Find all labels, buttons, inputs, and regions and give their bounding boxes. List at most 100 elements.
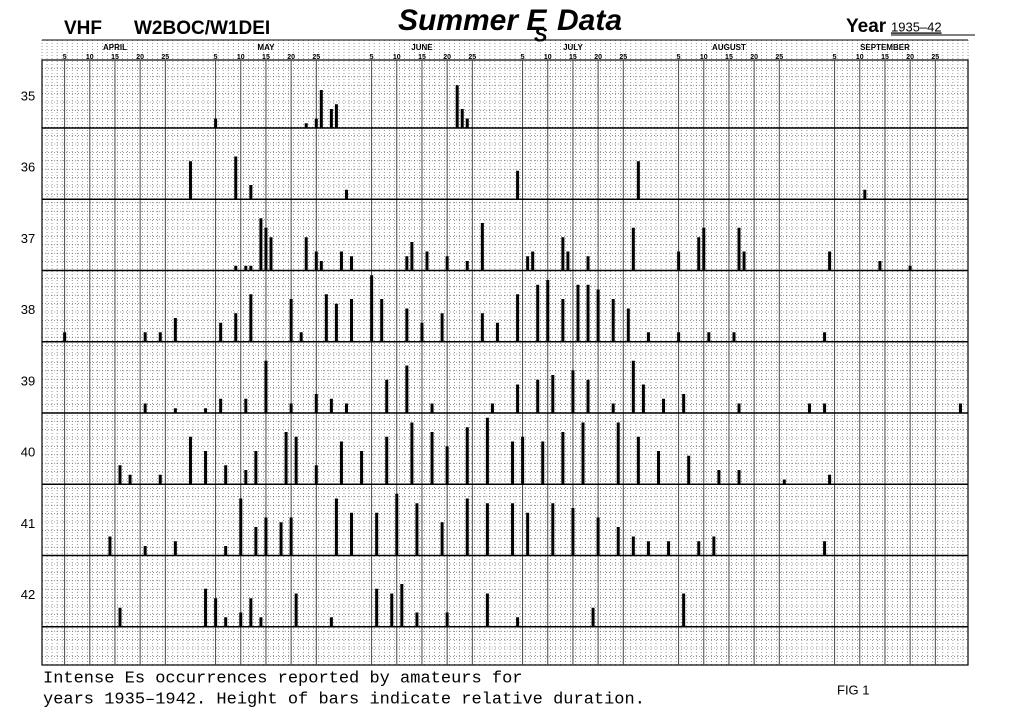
bar xyxy=(586,284,590,342)
bar xyxy=(385,436,389,485)
bar xyxy=(430,432,434,485)
row-label: 40 xyxy=(21,445,35,460)
bar xyxy=(526,256,530,271)
bar xyxy=(536,379,540,413)
bar xyxy=(682,394,686,413)
bar xyxy=(204,588,208,627)
bar xyxy=(380,299,384,342)
bar xyxy=(390,593,394,627)
bar xyxy=(299,332,303,342)
bar xyxy=(707,332,711,342)
x-tick-label: 5 xyxy=(833,54,837,61)
bar xyxy=(294,593,298,627)
bar xyxy=(485,503,489,556)
bar xyxy=(188,161,192,200)
bar xyxy=(551,375,555,413)
x-tick-label: 20 xyxy=(136,54,144,61)
bar xyxy=(511,441,515,485)
bar xyxy=(561,237,565,271)
bar xyxy=(289,403,293,413)
x-tick-label: 10 xyxy=(700,54,708,61)
bar xyxy=(636,161,640,200)
bar xyxy=(465,498,469,556)
bar xyxy=(596,517,600,556)
bar xyxy=(430,403,434,413)
bar xyxy=(204,451,208,485)
bar xyxy=(405,308,409,342)
bar xyxy=(611,299,615,342)
row-label: 41 xyxy=(21,516,35,531)
bar xyxy=(576,284,580,342)
bar xyxy=(334,498,338,556)
bar xyxy=(712,536,716,556)
bar xyxy=(314,118,318,128)
bar xyxy=(108,536,112,556)
x-tick-label: 10 xyxy=(393,54,401,61)
x-tick-label: 5 xyxy=(214,54,218,61)
bar xyxy=(823,332,827,342)
bar xyxy=(646,332,650,342)
bar xyxy=(541,441,545,485)
bar xyxy=(445,612,449,627)
bar xyxy=(214,598,218,627)
bar xyxy=(339,251,343,271)
x-tick-label: 10 xyxy=(544,54,552,61)
bar xyxy=(460,109,464,128)
bar xyxy=(586,379,590,413)
bar xyxy=(405,256,409,271)
x-tick-label: 20 xyxy=(750,54,758,61)
bar xyxy=(465,427,469,485)
bar xyxy=(616,422,620,485)
bar xyxy=(878,261,882,271)
x-tick-label: 15 xyxy=(418,54,426,61)
bar xyxy=(375,588,379,627)
bar xyxy=(807,403,811,413)
bar xyxy=(546,280,550,342)
bar xyxy=(219,398,223,413)
bar xyxy=(234,313,238,342)
bar xyxy=(143,403,147,413)
bar xyxy=(219,322,223,342)
bar xyxy=(455,85,459,128)
bar xyxy=(360,451,364,485)
bar xyxy=(304,123,308,128)
bar xyxy=(697,541,701,556)
row-label: 42 xyxy=(21,587,35,602)
bar xyxy=(495,322,499,342)
x-tick-label: 20 xyxy=(443,54,451,61)
bar xyxy=(400,584,404,627)
bar xyxy=(294,436,298,485)
bar xyxy=(254,451,258,485)
bar xyxy=(214,118,218,128)
bar xyxy=(516,170,520,200)
row-label: 37 xyxy=(21,231,35,246)
bar xyxy=(626,308,630,342)
bar xyxy=(440,313,444,342)
bar xyxy=(249,598,253,627)
bar xyxy=(314,251,318,271)
bar xyxy=(823,403,827,413)
bar xyxy=(385,379,389,413)
bar xyxy=(314,465,318,485)
bar xyxy=(571,508,575,556)
x-tick-label: 5 xyxy=(677,54,681,61)
bar xyxy=(611,403,615,413)
bar xyxy=(264,517,268,556)
x-tick-label: 15 xyxy=(111,54,119,61)
bar xyxy=(279,522,283,556)
x-tick-label: 25 xyxy=(619,54,627,61)
bar xyxy=(334,303,338,342)
bar xyxy=(828,474,832,485)
bar xyxy=(732,332,736,342)
bar xyxy=(224,465,228,485)
bar xyxy=(561,299,565,342)
x-tick-label: 10 xyxy=(86,54,94,61)
row-label: 38 xyxy=(21,302,35,317)
month-label: MAY xyxy=(257,43,275,52)
bar xyxy=(425,251,429,271)
bar xyxy=(531,251,535,271)
bar xyxy=(480,223,484,271)
bar xyxy=(828,251,832,271)
row-label: 35 xyxy=(21,88,35,103)
bar xyxy=(717,470,721,485)
